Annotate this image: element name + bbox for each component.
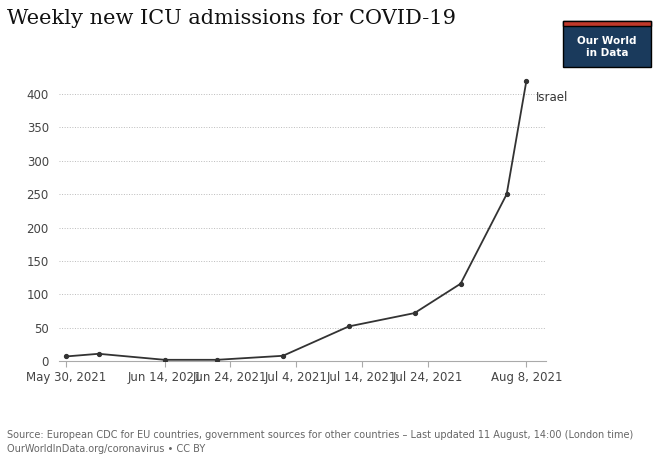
Text: Israel: Israel	[536, 91, 569, 104]
Text: Our World
in Data: Our World in Data	[577, 36, 637, 58]
Text: Weekly new ICU admissions for COVID-19: Weekly new ICU admissions for COVID-19	[7, 9, 455, 28]
Text: Source: European CDC for EU countries, government sources for other countries – : Source: European CDC for EU countries, g…	[7, 430, 633, 454]
